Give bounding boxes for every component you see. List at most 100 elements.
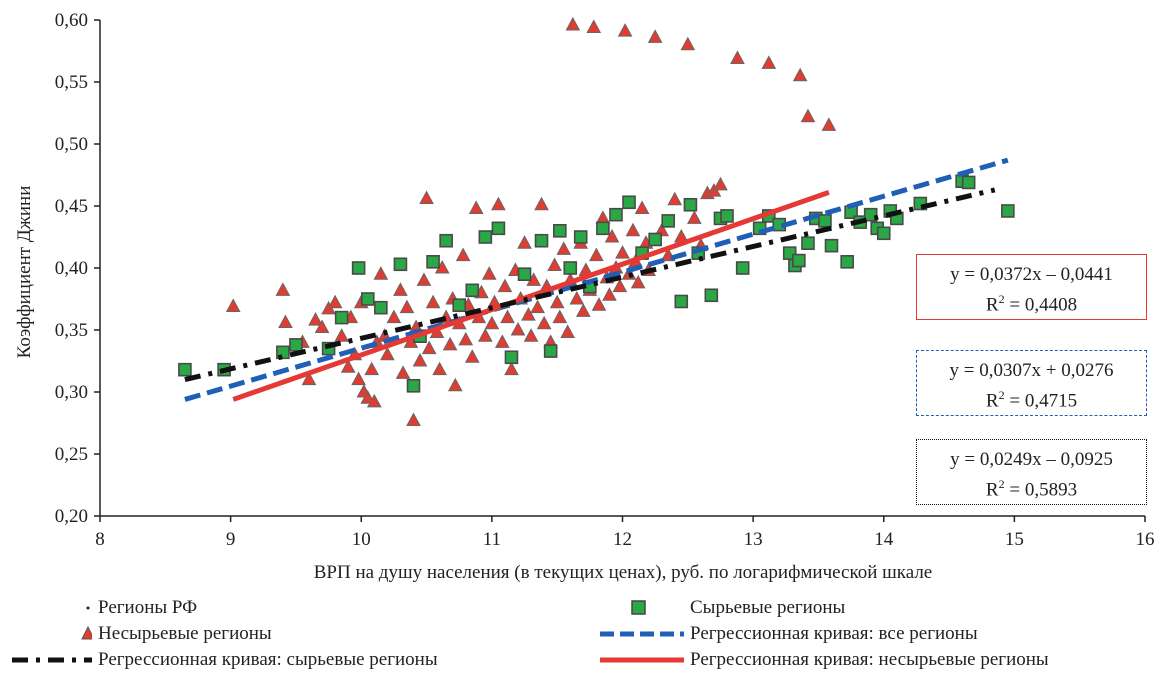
point-resource — [596, 221, 610, 236]
point-nonresource — [275, 282, 291, 296]
point-nonresource — [432, 361, 447, 376]
x-axis-title: ВРП на душу населения (в текущих ценах),… — [314, 562, 933, 583]
point-resource — [478, 230, 493, 244]
y-tick-label: 0,55 — [55, 72, 88, 93]
point-resource — [543, 344, 558, 358]
y-tick-label: 0,60 — [55, 10, 88, 31]
y-tick-label: 0,50 — [55, 134, 88, 155]
point-resource — [609, 207, 623, 222]
legend-label: Регрессионная кривая: сырьевые регионы — [98, 649, 438, 670]
point-nonresource — [481, 266, 497, 280]
point-resource — [648, 232, 662, 247]
legend-label: Сырьевые регионы — [690, 597, 846, 618]
point-nonresource — [547, 257, 562, 272]
point-resource — [439, 233, 453, 248]
r-squared-label: R — [985, 479, 999, 501]
point-nonresource — [612, 278, 628, 293]
x-tick-label: 12 — [613, 529, 632, 550]
square-icon — [592, 596, 684, 620]
point-nonresource — [560, 324, 575, 338]
point-nonresource — [630, 274, 646, 289]
point-nonresource — [373, 266, 389, 280]
point-nonresource — [308, 312, 323, 326]
point-nonresource — [419, 190, 434, 205]
point-nonresource — [615, 245, 630, 259]
r-squared-value: = 0,5893 — [1004, 479, 1078, 501]
regression-line — [232, 189, 830, 402]
point-nonresource — [821, 117, 837, 131]
legend-item-resource: Сырьевые регионы — [592, 596, 845, 620]
point-resource — [351, 261, 366, 275]
point-nonresource — [667, 191, 683, 206]
dot-icon — [0, 596, 92, 620]
point-resource — [374, 300, 388, 315]
point-resource — [563, 261, 578, 275]
point-nonresource — [380, 346, 395, 361]
point-resource — [573, 230, 588, 244]
point-nonresource — [800, 108, 816, 123]
point-nonresource — [792, 67, 808, 82]
point-nonresource — [425, 294, 441, 309]
x-tick-label: 11 — [483, 529, 501, 550]
legend-item-all-line: Регрессионная кривая: все регионы — [592, 622, 978, 646]
point-resource — [517, 267, 532, 282]
y-tick-label: 0,40 — [55, 258, 88, 279]
x-tick-label: 9 — [226, 529, 236, 550]
point-nonresource — [278, 314, 293, 329]
point-resource — [178, 362, 192, 377]
y-tick-label: 0,20 — [55, 506, 88, 527]
point-nonresource — [395, 365, 411, 379]
point-resource — [683, 197, 698, 212]
legend-label: Регионы РФ — [98, 597, 198, 618]
point-resource — [491, 221, 506, 236]
point-nonresource — [464, 349, 480, 363]
point-nonresource — [406, 412, 421, 427]
point-resource — [622, 195, 636, 210]
point-nonresource — [521, 307, 536, 321]
regression-line — [184, 187, 996, 383]
x-tick-label: 10 — [352, 529, 371, 550]
point-nonresource — [497, 278, 513, 293]
legend: Регионы РФ Несырьевые регионы Регрессион… — [0, 594, 1166, 674]
point-resource — [801, 236, 815, 250]
x-tick-label: 16 — [1136, 529, 1155, 550]
point-nonresource — [351, 371, 366, 386]
point-nonresource — [530, 299, 545, 314]
regression-line — [184, 157, 1009, 402]
point-nonresource — [625, 222, 641, 237]
point-nonresource — [491, 196, 506, 211]
y-tick-label: 0,25 — [55, 444, 88, 465]
point-nonresource — [761, 55, 777, 69]
point-nonresource — [552, 309, 568, 324]
point-nonresource — [386, 309, 402, 324]
point-nonresource — [366, 393, 382, 408]
point-nonresource — [680, 36, 696, 51]
point-nonresource — [458, 331, 474, 346]
point-resource — [393, 257, 408, 272]
point-resource — [334, 310, 349, 325]
equation-text: y = 0,0372x – 0,0441 — [950, 264, 1113, 285]
point-nonresource — [565, 16, 581, 31]
regression-lines-layer — [184, 157, 1009, 402]
triangle-icon — [0, 622, 92, 646]
point-nonresource — [575, 303, 591, 317]
legend-item-nonresource: Несырьевые регионы — [0, 622, 272, 646]
legend-item-regions: Регионы РФ — [0, 596, 197, 620]
equation-text: y = 0,0307x + 0,0276 — [949, 360, 1114, 381]
r-squared-label: R — [985, 294, 999, 316]
point-nonresource — [225, 298, 241, 312]
point-nonresource — [301, 371, 317, 386]
point-nonresource — [334, 328, 349, 342]
point-nonresource — [549, 294, 565, 309]
legend-label: Регрессионная кривая: несырьевые регионы — [690, 649, 1049, 670]
solid-line-icon — [592, 648, 684, 672]
point-resource — [426, 255, 440, 269]
point-resource — [1001, 204, 1015, 218]
point-nonresource — [455, 247, 471, 262]
y-tick-label: 0,35 — [55, 320, 88, 341]
point-resource — [360, 292, 375, 306]
point-nonresource — [713, 176, 728, 191]
point-nonresource — [569, 290, 585, 305]
equation-box-all: y = 0,0307x + 0,0276 R2 = 0,4715 — [916, 350, 1147, 416]
point-nonresource — [484, 315, 500, 330]
